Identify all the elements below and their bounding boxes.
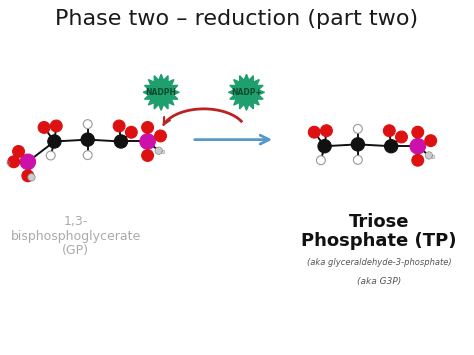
Polygon shape: [143, 74, 179, 110]
Circle shape: [13, 146, 25, 157]
Circle shape: [83, 151, 92, 159]
Circle shape: [317, 156, 325, 165]
Circle shape: [113, 120, 125, 132]
Circle shape: [425, 152, 433, 159]
Circle shape: [318, 140, 331, 153]
Polygon shape: [228, 74, 264, 110]
Text: ⊖: ⊖: [5, 161, 10, 166]
Circle shape: [8, 156, 19, 168]
Circle shape: [46, 151, 55, 160]
Text: Phase two – reduction (part two): Phase two – reduction (part two): [55, 10, 419, 29]
Circle shape: [38, 121, 50, 133]
Circle shape: [81, 133, 94, 146]
Circle shape: [50, 120, 62, 132]
Circle shape: [114, 135, 128, 148]
Circle shape: [126, 126, 137, 138]
Circle shape: [320, 125, 332, 137]
Text: NADP+: NADP+: [231, 88, 262, 97]
Circle shape: [354, 125, 362, 133]
Circle shape: [83, 120, 92, 129]
Circle shape: [410, 138, 426, 154]
Circle shape: [140, 134, 155, 149]
Circle shape: [412, 126, 424, 138]
Circle shape: [155, 130, 166, 142]
Text: (GP): (GP): [63, 244, 89, 257]
Text: bisphosphoglycerate: bisphosphoglycerate: [11, 230, 141, 242]
Text: 1,3-: 1,3-: [64, 215, 88, 228]
Circle shape: [384, 140, 398, 153]
Circle shape: [308, 126, 320, 138]
Text: Phosphate (TP): Phosphate (TP): [301, 232, 457, 250]
Circle shape: [28, 174, 35, 181]
Circle shape: [383, 125, 395, 137]
Text: ⊖: ⊖: [161, 150, 165, 155]
Text: (aka glyceraldehyde-3-phosphate): (aka glyceraldehyde-3-phosphate): [307, 258, 452, 267]
Text: ⊖: ⊖: [431, 155, 436, 160]
Circle shape: [396, 131, 408, 143]
Circle shape: [22, 170, 34, 182]
Circle shape: [142, 121, 154, 133]
Text: NADPH: NADPH: [146, 88, 177, 97]
Text: Triose: Triose: [349, 213, 410, 231]
Circle shape: [142, 149, 154, 162]
Circle shape: [48, 135, 61, 148]
Circle shape: [155, 147, 163, 154]
Circle shape: [354, 155, 362, 164]
Circle shape: [412, 154, 424, 166]
Circle shape: [351, 138, 365, 151]
Circle shape: [425, 135, 437, 147]
Circle shape: [20, 154, 36, 170]
Text: (aka G3P): (aka G3P): [357, 277, 401, 286]
